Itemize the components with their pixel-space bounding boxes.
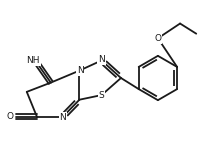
Text: N: N — [77, 66, 84, 75]
Text: NH: NH — [26, 56, 40, 65]
Text: O: O — [155, 34, 161, 43]
Text: N: N — [59, 113, 66, 122]
Text: N: N — [98, 55, 105, 64]
Text: O: O — [7, 112, 14, 121]
Text: S: S — [99, 91, 104, 100]
